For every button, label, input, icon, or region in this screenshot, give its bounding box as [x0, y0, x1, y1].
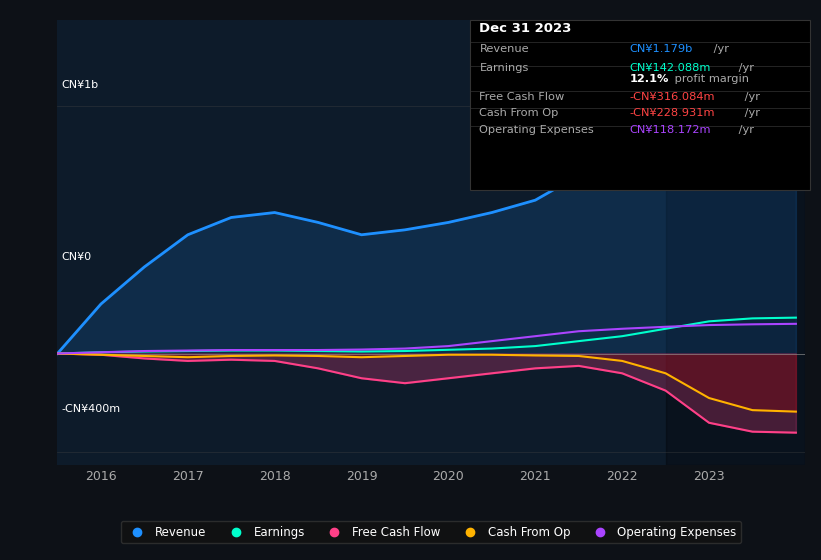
- Text: Revenue: Revenue: [479, 44, 529, 54]
- Text: CN¥142.088m: CN¥142.088m: [630, 63, 711, 73]
- Text: /yr: /yr: [735, 125, 754, 135]
- Text: Earnings: Earnings: [479, 63, 529, 73]
- Text: /yr: /yr: [741, 92, 759, 102]
- Text: -CN¥228.931m: -CN¥228.931m: [630, 109, 715, 119]
- Legend: Revenue, Earnings, Free Cash Flow, Cash From Op, Operating Expenses: Revenue, Earnings, Free Cash Flow, Cash …: [121, 521, 741, 544]
- Text: /yr: /yr: [741, 109, 759, 119]
- Text: Operating Expenses: Operating Expenses: [479, 125, 594, 135]
- Text: profit margin: profit margin: [671, 74, 749, 85]
- Text: -CN¥400m: -CN¥400m: [62, 404, 121, 414]
- Bar: [666, 20, 805, 465]
- Text: CN¥1b: CN¥1b: [62, 80, 99, 90]
- Text: CN¥118.172m: CN¥118.172m: [630, 125, 711, 135]
- Text: -CN¥316.084m: -CN¥316.084m: [630, 92, 715, 102]
- Text: Free Cash Flow: Free Cash Flow: [479, 92, 565, 102]
- Text: CN¥0: CN¥0: [62, 252, 91, 262]
- Text: Dec 31 2023: Dec 31 2023: [479, 22, 572, 35]
- Text: CN¥1.179b: CN¥1.179b: [630, 44, 693, 54]
- Text: Cash From Op: Cash From Op: [479, 109, 559, 119]
- Text: /yr: /yr: [735, 63, 754, 73]
- Text: 12.1%: 12.1%: [630, 74, 669, 85]
- Text: /yr: /yr: [710, 44, 729, 54]
